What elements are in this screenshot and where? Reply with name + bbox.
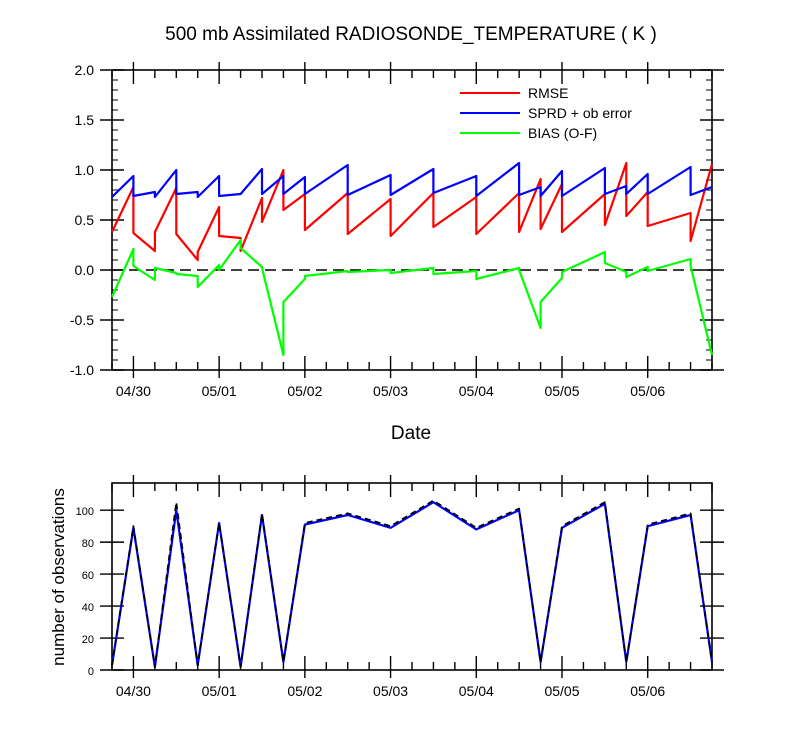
obs-count-solid-line bbox=[110, 501, 714, 668]
legend-label: SPRD + ob error bbox=[528, 105, 632, 121]
series-line-sprd-ob-error bbox=[111, 161, 713, 199]
bottom-x-tick-label: 05/02 bbox=[287, 683, 322, 699]
bottom-y-axis-label: number of observations bbox=[49, 488, 68, 666]
legend-label: BIAS (O-F) bbox=[528, 125, 597, 141]
top-x-tick-label: 05/01 bbox=[202, 383, 237, 399]
top-y-tick-label: 0.5 bbox=[75, 212, 95, 228]
bottom-x-tick-label: 05/04 bbox=[459, 683, 494, 699]
bottom-x-tick-label: 05/06 bbox=[630, 683, 665, 699]
bottom-y-tick-label: 80 bbox=[82, 538, 94, 550]
top-x-tick-label: 05/02 bbox=[287, 383, 322, 399]
top-x-tick-label: 05/04 bbox=[459, 383, 494, 399]
bottom-x-tick-label: 05/03 bbox=[373, 683, 408, 699]
bottom-x-tick-label: 05/01 bbox=[202, 683, 237, 699]
top-x-tick-label: 05/06 bbox=[630, 383, 665, 399]
bottom-x-tick-label: 04/30 bbox=[116, 683, 151, 699]
bottom-x-tick-label: 05/05 bbox=[544, 683, 579, 699]
top-x-axis-label: Date bbox=[391, 423, 431, 444]
top-y-tick-label: -0.5 bbox=[70, 312, 94, 328]
top-y-tick-label: 1.5 bbox=[75, 112, 95, 128]
top-y-tick-label: 1.0 bbox=[75, 162, 95, 178]
top-y-tick-label: 2.0 bbox=[75, 62, 95, 78]
legend-label: RMSE bbox=[528, 85, 568, 101]
top-y-tick-label: -1.0 bbox=[70, 362, 94, 378]
top-x-tick-label: 04/30 bbox=[116, 383, 151, 399]
top-x-tick-label: 05/03 bbox=[373, 383, 408, 399]
series-line-bias-o-f bbox=[110, 238, 714, 357]
bottom-chart: 04/30 05/01 05/02 05/03 05/04 05/05 05/06 0 20 40… bbox=[76, 475, 724, 699]
top-y-tick-label: 0.0 bbox=[75, 262, 95, 278]
bottom-y-tick-label: 20 bbox=[82, 634, 94, 646]
top-x-tick-label: 05/05 bbox=[544, 383, 579, 399]
series-line-rmse bbox=[111, 161, 714, 262]
obs-count-dashed-line bbox=[111, 499, 713, 668]
bottom-y-tick-label: 40 bbox=[82, 602, 94, 614]
top-chart: 04/30 05/01 05/02 05/03 05/04 05/05 05/06 2.0 1.… bbox=[70, 62, 724, 399]
chart-title: 500 mb Assimilated RADIOSONDE_TEMPERATUR… bbox=[165, 24, 657, 45]
bottom-y-tick-label: 60 bbox=[82, 570, 94, 582]
bottom-y-tick-label: 0 bbox=[88, 666, 94, 678]
bottom-y-tick-label: 100 bbox=[76, 506, 94, 518]
